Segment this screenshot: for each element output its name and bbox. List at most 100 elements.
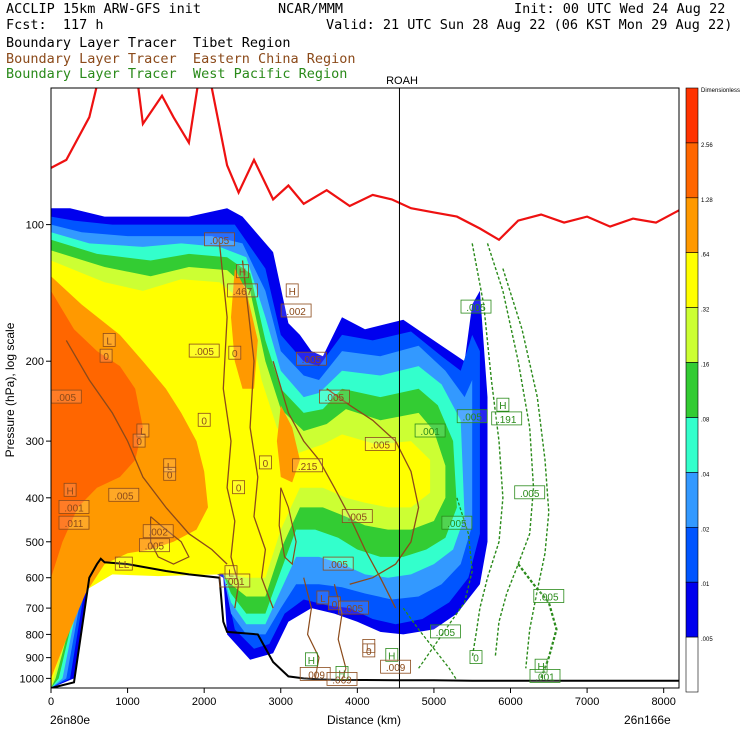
annotation-box [280, 303, 312, 318]
y-tick-label: 300 [26, 436, 44, 448]
annotation-28: .011 [58, 515, 90, 530]
annotation-box [163, 466, 177, 481]
annotation-39: .005 [533, 589, 565, 604]
annotation-text: .191 [497, 415, 517, 426]
annotation-15: .005 [456, 409, 488, 424]
annotation-box [108, 487, 140, 502]
y-tick-label: 400 [26, 493, 44, 505]
annotation-text: .005 [466, 303, 486, 314]
annotation-24: .215 [292, 458, 324, 473]
annotation-text: .001 [225, 577, 245, 588]
x-tick-label: 1000 [115, 696, 139, 708]
annotation-text: .005 [325, 393, 345, 404]
annotation-20: .005 [364, 436, 396, 451]
legend-tibet-region: Tibet Region [192, 35, 291, 51]
annotation-2: .467 [227, 283, 258, 298]
annotation-22: 0 [163, 466, 177, 481]
tropopause-line [51, 88, 679, 242]
y-tick-label: 600 [26, 573, 44, 585]
annotation-8: .005 [188, 343, 220, 358]
contour-west-pacific-2 [486, 243, 535, 658]
annotation-3: H [285, 283, 299, 298]
colorbar-swatch [685, 307, 699, 363]
annotation-text: H [66, 486, 73, 497]
contour-west-pacific-3 [502, 268, 550, 669]
annotation-box [327, 596, 341, 611]
annotation-text: .011 [65, 519, 84, 530]
annotation-box [99, 348, 113, 363]
y-tick-label: 100 [26, 220, 44, 232]
legend-eastern-china: Boundary Layer Tracer Eastern China Regi… [6, 51, 356, 67]
annotation-text: .005 [348, 513, 368, 524]
shade-level-2-56 [51, 290, 143, 578]
annotation-33: .002 [142, 524, 174, 539]
y-tick-label: 900 [26, 653, 44, 665]
annotation-text: .069 [332, 675, 352, 686]
colorbar-label: .01 [701, 582, 710, 588]
annotation-text: .001 [535, 672, 555, 683]
annotation-text: .005 [57, 393, 77, 404]
colorbar-swatch [685, 362, 699, 418]
annotation-49: H [304, 652, 318, 667]
y-tick-label: 800 [26, 629, 44, 641]
annotation-text: .005 [114, 491, 134, 502]
colorbar-swatch [685, 197, 699, 254]
annotation-box [114, 556, 133, 571]
colorbar-label: .32 [701, 308, 710, 314]
annotation-box [304, 652, 318, 667]
contour-east-china-3 [241, 260, 274, 609]
annotation-38: .005 [322, 556, 354, 571]
annotation-box [318, 389, 350, 404]
annotation-text: H [537, 662, 544, 673]
annotation-54: .001 [529, 669, 561, 683]
annotation-box [232, 480, 246, 495]
annotation-box [456, 409, 488, 424]
annotation-25: 0 [232, 480, 246, 495]
colorbar-label: 1.28 [701, 198, 713, 204]
x-tick-label: 6000 [498, 696, 522, 708]
legend-tibet: Boundary Layer Tracer Tibet Region [6, 35, 291, 51]
annotation-text: .005 [539, 593, 559, 604]
center-label: NCAR/MMM [278, 1, 344, 17]
colorbar-swatch [685, 417, 699, 473]
annotation-box [258, 455, 272, 470]
annotation-box [514, 485, 546, 500]
annotation-box [380, 659, 412, 674]
annotation-box [299, 667, 331, 681]
annotation-text: H [289, 287, 296, 298]
annotation-box [197, 412, 211, 427]
annotation-text: 0 [332, 600, 338, 611]
y-axis-label: Pressure (hPa), log scale [3, 322, 17, 457]
annotation-box [491, 411, 523, 426]
colorbar-swatch [685, 636, 699, 693]
legend-west-pacific: Boundary Layer Tracer West Pacific Regio… [6, 66, 348, 82]
colorbar-swatch [685, 252, 699, 308]
x-tick-label: 3000 [269, 696, 293, 708]
contour-west-pacific-5 [402, 607, 458, 681]
annotation-text: .009 [386, 663, 406, 674]
annotation-text: H [338, 669, 345, 680]
annotation-text: .005 [447, 519, 467, 530]
colorbar-label: .08 [701, 418, 710, 424]
annotation-51: H [335, 666, 349, 680]
annotation-text: 0 [167, 470, 173, 481]
annotation-box [341, 509, 373, 524]
colorbar: Dimensionless 2.56 1.28 .64 .32 .16 .08 .04 .02.… [685, 87, 740, 693]
end-location-label: 26n166e [624, 713, 671, 727]
annotation-text: .005 [371, 440, 391, 451]
colorbar-swatch [685, 581, 699, 638]
legend-tibet-prefix: Boundary Layer Tracer [6, 35, 177, 51]
annotation-box [326, 672, 358, 686]
contour-east-china-2 [218, 243, 240, 609]
annotation-text: 0 [136, 437, 142, 448]
colorbar-swatch [685, 472, 699, 528]
annotation-text: .005 [328, 560, 348, 571]
annotation-0: .005 [204, 232, 235, 247]
model-title: ACCLIP 15km ARW-GFS init [6, 1, 202, 17]
annotation-box [316, 590, 330, 605]
tracer-contours [65, 243, 558, 681]
annotation-34: .005 [138, 538, 170, 553]
annotation-37: .001 [219, 573, 251, 588]
x-tick-label: 7000 [575, 696, 599, 708]
annotation-box [63, 482, 77, 497]
